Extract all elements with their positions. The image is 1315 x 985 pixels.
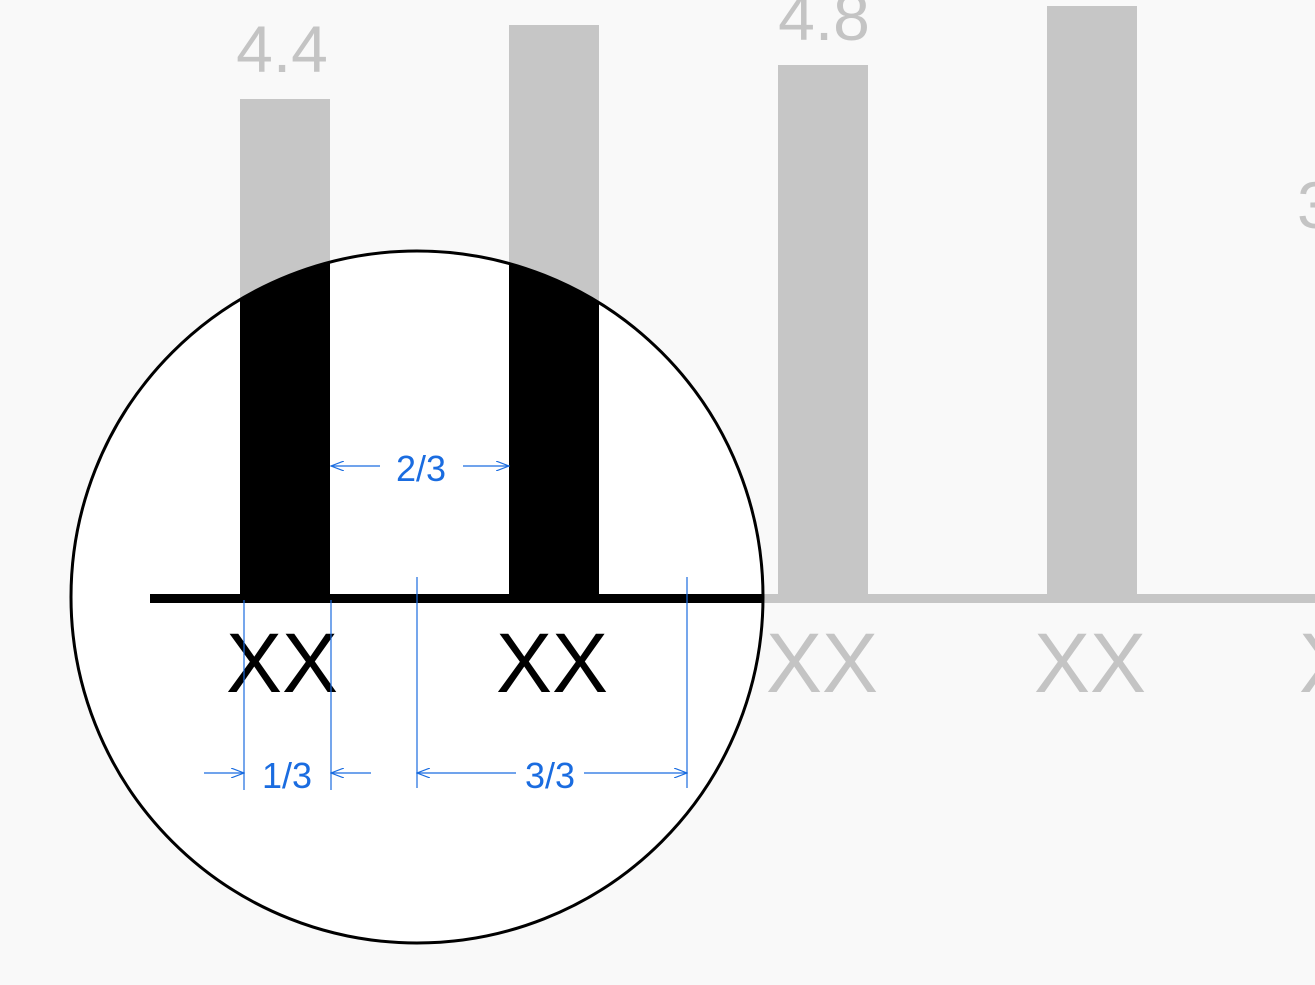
category-label-partial: XX <box>1299 616 1315 710</box>
value-label-partial: 3 <box>1297 168 1315 242</box>
slot-width-label: 3/3 <box>525 755 575 796</box>
lens-category-label-1: XX <box>226 616 338 710</box>
background-bar-4 <box>1047 6 1137 599</box>
lens-category-label-2: XX <box>496 616 608 710</box>
lens-bar-1 <box>240 251 330 600</box>
bar-width-label: 1/3 <box>262 755 312 796</box>
category-label-bar-4: XX <box>1034 616 1146 710</box>
lens-baseline <box>150 594 763 603</box>
background-bar-3 <box>778 65 868 599</box>
dimension-annotations <box>204 466 687 790</box>
value-label-bar-1: 4.4 <box>236 12 328 86</box>
lens-bar-2 <box>509 251 599 600</box>
category-label-bar-3: XX <box>766 616 878 710</box>
gap-label: 2/3 <box>396 448 446 489</box>
value-label-bar-3: 4.8 <box>778 0 870 54</box>
lens-outline <box>69 249 765 945</box>
